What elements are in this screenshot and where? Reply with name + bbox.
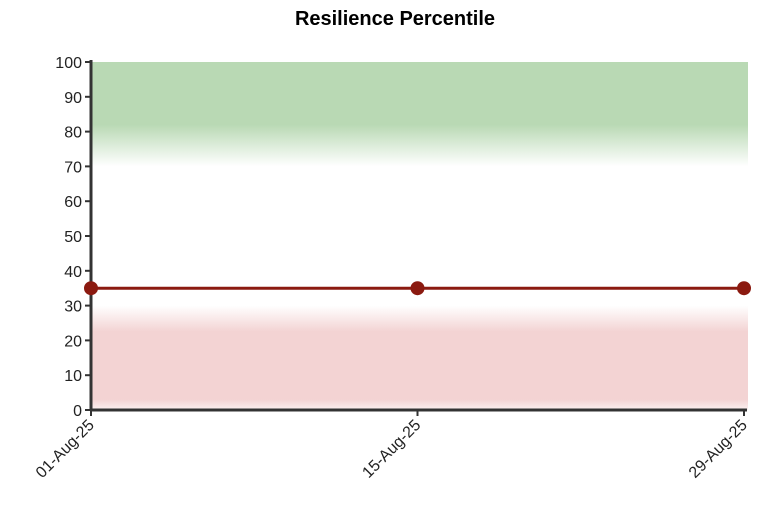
y-tick-label: 70 (64, 159, 82, 176)
data-point (84, 281, 98, 296)
y-tick-label: 0 (73, 403, 82, 420)
x-tick-label: 29-Aug-25 (686, 417, 751, 482)
y-tick-label: 30 (64, 299, 82, 316)
y-tick-label: 50 (64, 229, 82, 246)
y-tick-label: 90 (64, 90, 82, 107)
x-tick-label: 15-Aug-25 (359, 417, 424, 482)
y-tick-label: 60 (64, 194, 82, 211)
x-tick-label: 01-Aug-25 (33, 417, 98, 482)
chart-title: Resilience Percentile (295, 8, 495, 30)
y-tick-label: 40 (64, 264, 82, 281)
data-point (410, 281, 425, 296)
y-tick-label: 80 (64, 125, 82, 142)
band (91, 305, 748, 410)
data-point (737, 281, 751, 296)
y-tick-label: 100 (55, 55, 82, 72)
y-tick-label: 20 (64, 333, 82, 350)
y-tick-label: 10 (64, 368, 82, 385)
band (91, 62, 748, 167)
